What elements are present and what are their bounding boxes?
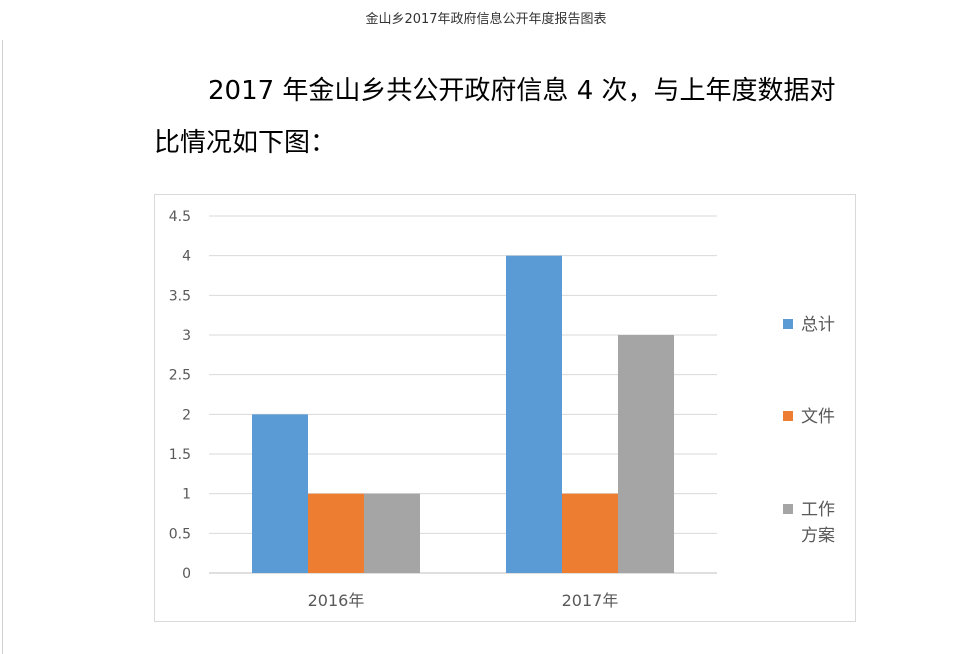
chart-frame: 0 0.5 1 1.5 2 2.5 3 3.5 4 4.5 2016年 2017年 总计文件工作方案	[154, 194, 856, 622]
bar-total	[506, 255, 562, 573]
y-tick-label: 4	[182, 249, 191, 265]
y-tick-label: 3.5	[169, 288, 191, 304]
legend-swatch	[783, 504, 793, 514]
y-tick-label: 0	[182, 566, 191, 582]
bar-work-plan	[364, 493, 420, 573]
legend-label: 总计	[801, 315, 835, 335]
page-title: 金山乡2017年政府信息公开年度报告图表	[365, 12, 607, 27]
left-divider	[2, 40, 3, 654]
summary-line-2: 比情况如下图：	[154, 128, 337, 158]
y-tick-label: 0.5	[169, 526, 191, 542]
y-tick-label: 4.5	[169, 209, 191, 225]
legend-label: 文件	[801, 407, 835, 427]
bar-document	[562, 493, 618, 573]
legend-swatch	[783, 411, 793, 421]
x-tick-label: 2017年	[562, 591, 619, 610]
bar-total	[252, 414, 308, 573]
legend-label: 方案	[801, 526, 835, 546]
bar-work-plan	[618, 335, 674, 573]
bars	[252, 255, 674, 573]
y-tick-label: 1	[182, 487, 191, 503]
bar-document	[308, 493, 364, 573]
y-tick-label: 1.5	[169, 447, 191, 463]
summary-line-1: 2017 年金山乡共公开政府信息 4 次，与上年度数据对	[208, 76, 836, 106]
legend-swatch	[783, 319, 793, 329]
y-tick-label: 2	[182, 407, 191, 423]
x-axis-ticks: 2016年 2017年	[308, 591, 619, 610]
y-tick-label: 3	[182, 328, 191, 344]
y-tick-label: 2.5	[169, 368, 191, 384]
y-axis-ticks: 0 0.5 1 1.5 2 2.5 3 3.5 4 4.5	[169, 209, 191, 582]
x-tick-label: 2016年	[308, 591, 365, 610]
legend-label: 工作	[801, 500, 835, 520]
